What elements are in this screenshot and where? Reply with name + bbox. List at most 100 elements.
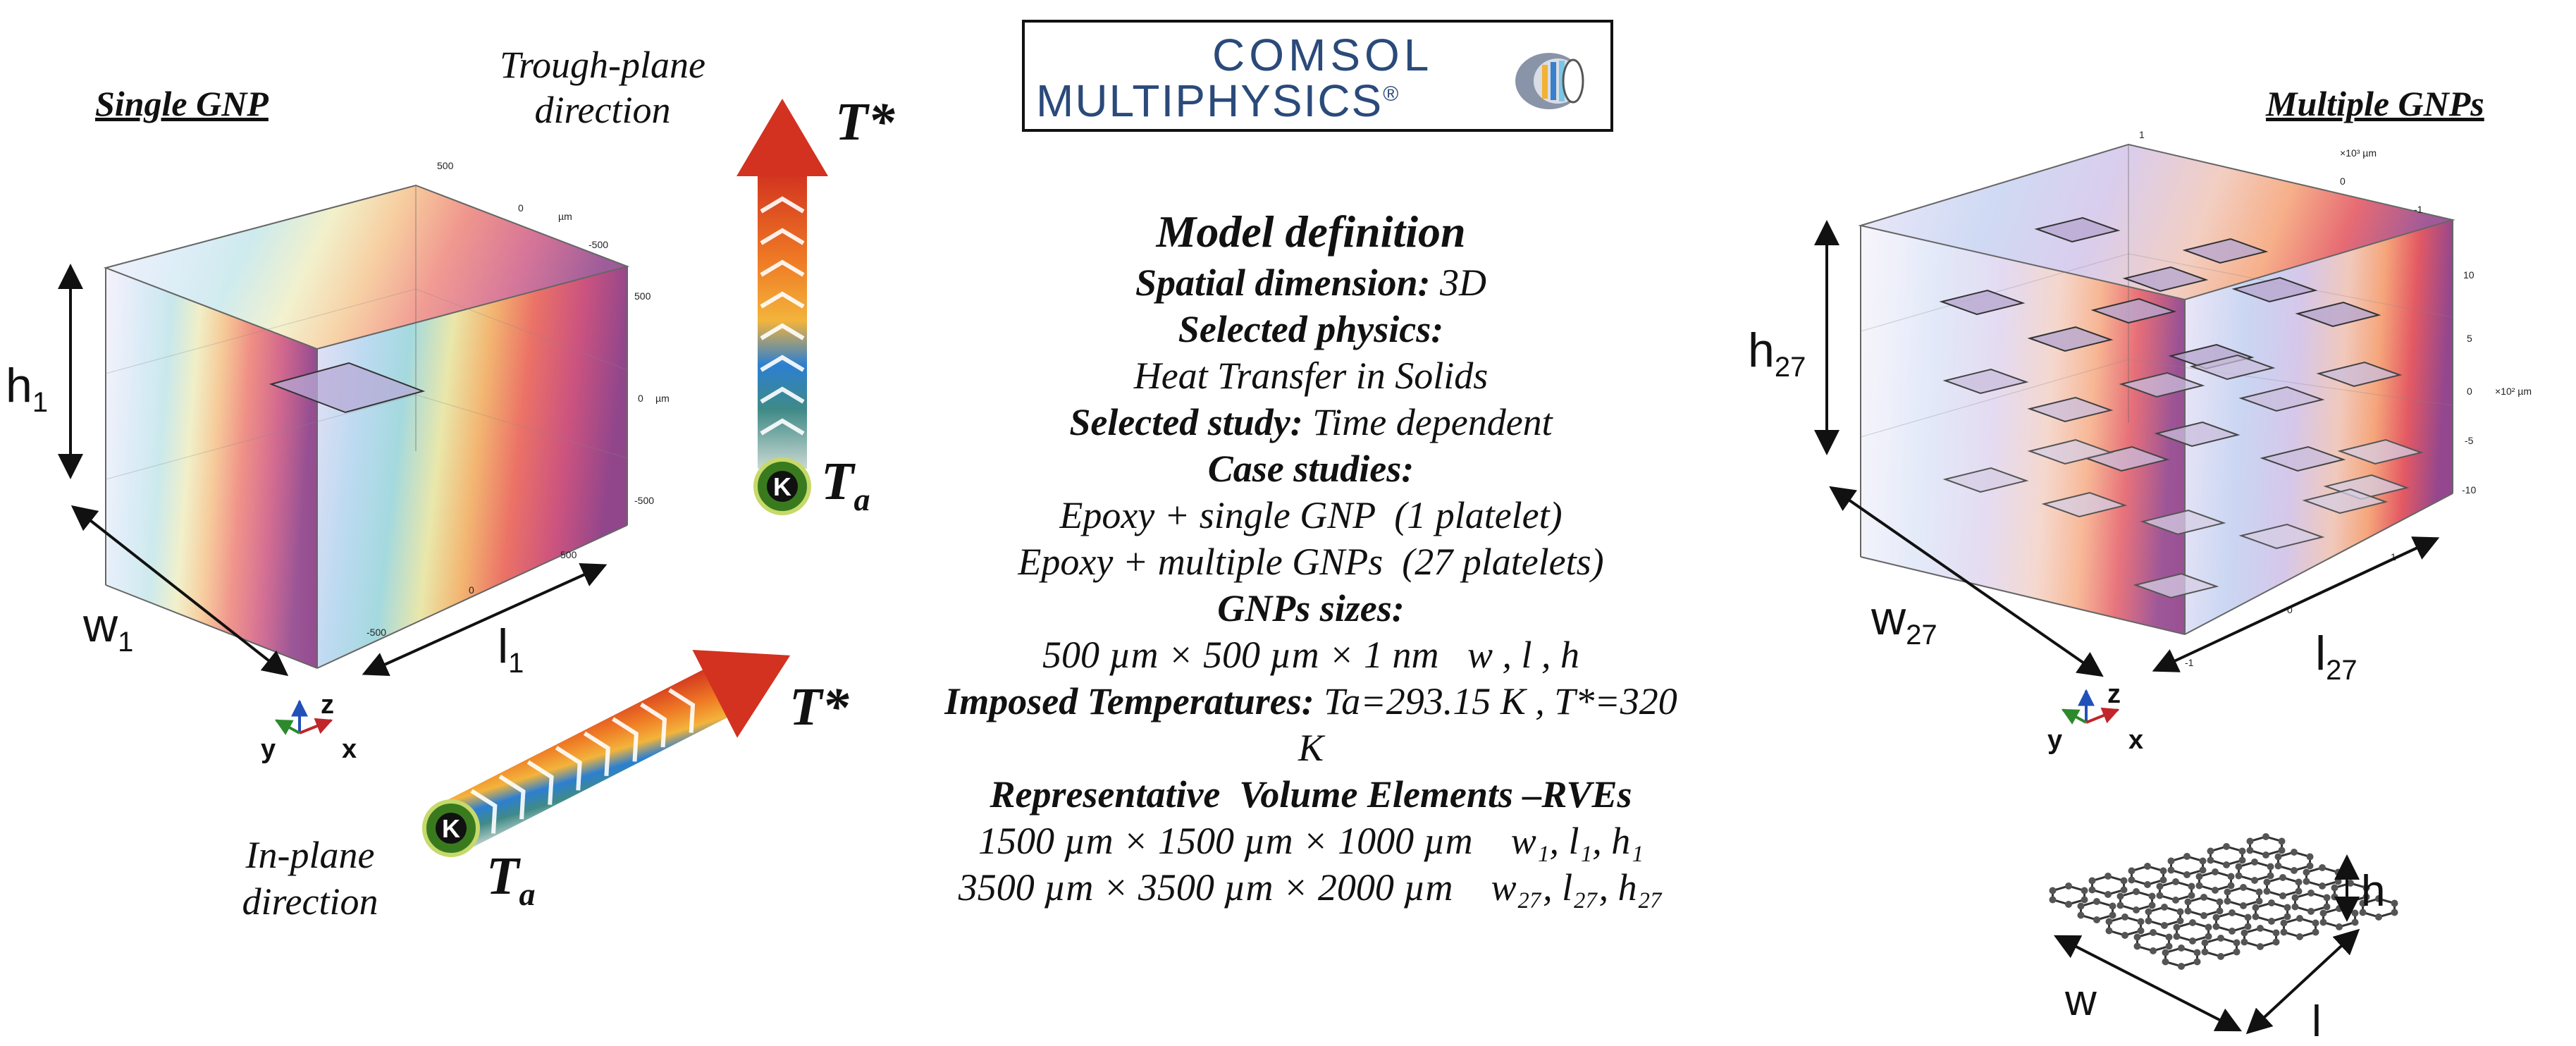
left-dim-h: h1 bbox=[6, 359, 48, 418]
through-plane-arrow: K bbox=[737, 99, 828, 515]
right-axis-x: x bbox=[2128, 725, 2143, 755]
graphene-atom bbox=[2319, 918, 2327, 926]
k-badge-vertical: K bbox=[773, 472, 791, 501]
graphene-atom bbox=[2375, 913, 2382, 921]
through-plane-label: Trough-plane direction bbox=[486, 42, 719, 133]
graphene-atom bbox=[2205, 923, 2212, 931]
t-a-vertical-sub: a bbox=[853, 481, 870, 518]
graphene-atom bbox=[2205, 933, 2212, 940]
graphene-atom bbox=[2268, 899, 2275, 906]
in-plane-label: In-plane direction bbox=[204, 832, 416, 925]
logo-line-2: MULTIPHYSICS® bbox=[1036, 75, 1400, 126]
graphene-atom bbox=[2173, 933, 2181, 940]
graphene-atom bbox=[2217, 935, 2224, 942]
left-tick-bottom-1: 0 bbox=[469, 584, 474, 596]
graphene-atom bbox=[2088, 877, 2096, 885]
graphene-atom bbox=[2336, 923, 2343, 930]
left-tick-top-2: -500 bbox=[588, 239, 608, 250]
graphene-atom bbox=[2133, 888, 2140, 895]
graphene-atom bbox=[2189, 919, 2196, 926]
graphene-atom bbox=[2284, 913, 2291, 921]
right-axis-y: y bbox=[2047, 725, 2062, 755]
graphene-atom bbox=[2291, 849, 2298, 856]
single-platelet bbox=[269, 362, 426, 414]
graphene-atom bbox=[2049, 887, 2057, 894]
graphene-atom bbox=[2252, 913, 2260, 921]
graphene-atom bbox=[2246, 837, 2254, 845]
right-axis-z: z bbox=[2107, 679, 2121, 709]
graphene-atom bbox=[2145, 917, 2152, 925]
graphene-atom bbox=[2105, 927, 2113, 935]
graphene-atom bbox=[2120, 877, 2128, 885]
graphene-atom bbox=[2227, 873, 2235, 880]
graphene-atom bbox=[2267, 863, 2274, 870]
graphene-atom bbox=[2279, 892, 2286, 899]
graphene-atom bbox=[2088, 886, 2096, 894]
graphene-atom bbox=[2267, 872, 2274, 880]
graphene-atom bbox=[2077, 911, 2085, 919]
graphene-atom bbox=[2201, 939, 2209, 947]
graphene-atom bbox=[2336, 905, 2343, 912]
case-1: Epoxy + single GNP (1 platelet) bbox=[1059, 494, 1563, 536]
graphene-atom bbox=[2178, 945, 2185, 952]
graphene-atom bbox=[2331, 893, 2338, 901]
graphene-atom bbox=[2093, 916, 2100, 923]
spatial-label: Spatial dimension: bbox=[1135, 262, 1431, 304]
graphene-atom bbox=[2235, 863, 2243, 870]
graphene-atom bbox=[2319, 864, 2326, 871]
graphene-atom bbox=[2065, 882, 2072, 890]
graphene-atom bbox=[2105, 918, 2113, 925]
physics-value: Heat Transfer in Solids bbox=[1133, 355, 1489, 397]
t-star-diagonal: T* bbox=[789, 677, 849, 737]
in-plane-arrow: K bbox=[422, 649, 791, 857]
left-tick-right-1: 0 bbox=[638, 393, 643, 404]
right-tick-right-unit: ×10² µm bbox=[2495, 386, 2532, 397]
graphene-atom bbox=[2263, 878, 2271, 886]
graphene-atom bbox=[2172, 897, 2179, 904]
right-tick-right-0: 10 bbox=[2463, 269, 2475, 281]
graphene-atom bbox=[2223, 861, 2230, 868]
graphene-atom bbox=[2291, 867, 2298, 874]
graphene-atom bbox=[2359, 909, 2367, 916]
graphene-atom bbox=[2391, 899, 2398, 907]
graphene-atom bbox=[2252, 904, 2260, 911]
temps-value: Ta=293.15 K , T*=320 K bbox=[1298, 680, 1677, 769]
left-tick-top-unit: µm bbox=[558, 211, 572, 222]
graphene-atom bbox=[2296, 933, 2303, 940]
graphene-atom bbox=[2193, 958, 2201, 966]
graphene-atom bbox=[2262, 833, 2269, 840]
left-tick-top-1: 0 bbox=[518, 202, 524, 214]
right-dim-l: l27 bbox=[2315, 627, 2358, 686]
graphene-atom bbox=[2167, 857, 2175, 865]
right-tick-bottom-2: -1 bbox=[2185, 657, 2194, 668]
graphene-atom bbox=[2331, 884, 2338, 892]
graphene-atom bbox=[2312, 928, 2319, 936]
graphene-atom bbox=[2183, 871, 2190, 878]
graphene-atom bbox=[2199, 857, 2207, 865]
graphene-atom bbox=[2173, 923, 2181, 931]
graphene-atom bbox=[2081, 887, 2088, 894]
left-dim-w: w1 bbox=[82, 598, 133, 658]
rve-label: Representative Volume Elements –RVEs bbox=[990, 773, 1632, 816]
graphene-atom bbox=[2278, 847, 2286, 854]
through-plane-label-line-1: Trough-plane bbox=[499, 44, 706, 86]
graphene-atom bbox=[2251, 859, 2258, 866]
graphene-atom bbox=[2077, 902, 2085, 910]
graphene-atom bbox=[2156, 892, 2164, 899]
graphene-atom bbox=[2238, 856, 2246, 864]
graphene-atom bbox=[2257, 925, 2264, 932]
graphene-atom bbox=[2156, 882, 2164, 890]
left-dimension-arrows bbox=[58, 264, 608, 677]
graphene-atom bbox=[2319, 882, 2326, 890]
left-tick-bottom-2: -500 bbox=[366, 627, 386, 638]
spatial-dimension-row: Spatial dimension: 3D bbox=[944, 259, 1677, 306]
platelets-layer-top bbox=[1939, 216, 2381, 370]
graphene-atom bbox=[2104, 891, 2112, 898]
graphene-atom bbox=[2188, 882, 2195, 890]
left-axis-z: z bbox=[321, 690, 334, 720]
graphene-atom bbox=[2212, 913, 2220, 921]
graphene-atom bbox=[2193, 949, 2201, 956]
graphene-atom bbox=[2184, 898, 2192, 906]
left-dim-l: l1 bbox=[498, 620, 524, 679]
graphene-atom bbox=[2200, 912, 2207, 919]
